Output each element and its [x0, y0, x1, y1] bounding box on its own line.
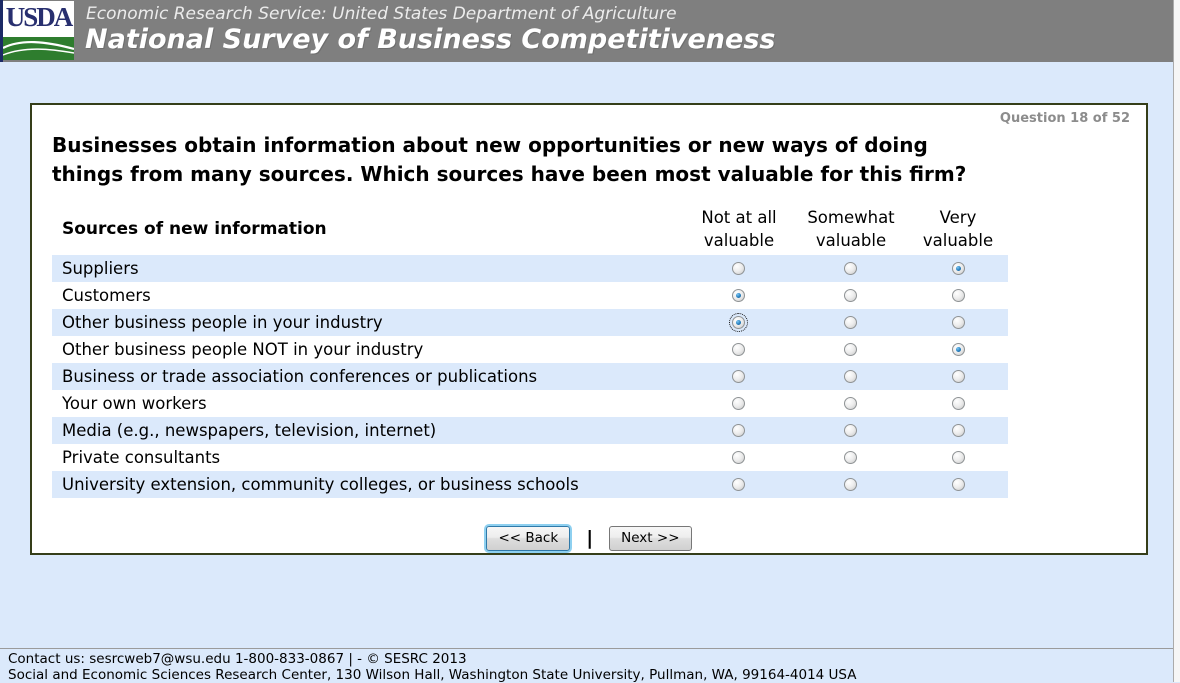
footer: Contact us: sesrcweb7@wsu.edu 1-800-833-…	[0, 648, 1180, 683]
footer-address-line: Social and Economic Sciences Research Ce…	[8, 667, 857, 683]
row-label: Other business people NOT in your indust…	[62, 340, 424, 359]
radio-row2-very[interactable]	[952, 289, 965, 302]
radio-row4-not[interactable]	[732, 343, 745, 356]
table-row: University extension, community colleges…	[52, 471, 1008, 498]
row-label: Your own workers	[62, 394, 207, 413]
usda-field-icon	[3, 37, 74, 60]
radio-row8-very[interactable]	[952, 451, 965, 464]
table-row: Customers	[52, 282, 1008, 309]
window-right-edge	[1173, 0, 1180, 682]
row-label: University extension, community colleges…	[62, 475, 579, 494]
back-button[interactable]: << Back	[486, 526, 571, 551]
radio-row1-very[interactable]	[952, 262, 965, 275]
radio-row8-not[interactable]	[732, 451, 745, 464]
footer-contact-line: Contact us: sesrcweb7@wsu.edu 1-800-833-…	[8, 651, 467, 667]
question-counter: Question 18 of 52	[999, 111, 1130, 126]
table-row: Private consultants	[52, 444, 1008, 471]
table-row: Business or trade association conference…	[52, 363, 1008, 390]
radio-row4-somewhat[interactable]	[844, 343, 857, 356]
usda-logo-text: USDA	[5, 2, 74, 32]
row-label: Customers	[62, 286, 151, 305]
radio-row6-somewhat[interactable]	[844, 397, 857, 410]
button-separator: |	[586, 527, 594, 549]
column-header-very: Very valuable	[922, 208, 994, 250]
next-button[interactable]: Next >>	[609, 526, 692, 551]
sources-table: Suppliers Customers Other business people …	[52, 255, 1008, 498]
radio-row5-not[interactable]	[732, 370, 745, 383]
column-header-not: Not at all valuable	[701, 208, 777, 250]
table-row-header: Sources of new information	[62, 219, 327, 239]
radio-row9-very[interactable]	[952, 478, 965, 491]
radio-row6-very[interactable]	[952, 397, 965, 410]
radio-row9-somewhat[interactable]	[844, 478, 857, 491]
row-label: Suppliers	[62, 259, 139, 278]
table-row: Other business people NOT in your indust…	[52, 336, 1008, 363]
question-text: Businesses obtain information about new …	[52, 131, 966, 188]
question-panel: Question 18 of 52 Businesses obtain info…	[30, 103, 1148, 555]
radio-row9-not[interactable]	[732, 478, 745, 491]
survey-title: National Survey of Business Competitiven…	[85, 24, 776, 55]
row-label: Other business people in your industry	[62, 313, 383, 332]
radio-row2-not[interactable]	[732, 289, 745, 302]
radio-row5-somewhat[interactable]	[844, 370, 857, 383]
column-header-somewhat: Somewhat valuable	[807, 208, 895, 250]
row-label: Business or trade association conference…	[62, 367, 538, 386]
radio-row7-somewhat[interactable]	[844, 424, 857, 437]
table-row: Other business people in your industry	[52, 309, 1008, 336]
table-row: Your own workers	[52, 390, 1008, 417]
nav-buttons: << Back | Next >>	[32, 525, 1146, 551]
radio-row8-somewhat[interactable]	[844, 451, 857, 464]
radio-row6-not[interactable]	[732, 397, 745, 410]
radio-row5-very[interactable]	[952, 370, 965, 383]
radio-row3-somewhat[interactable]	[844, 316, 857, 329]
radio-row7-not[interactable]	[732, 424, 745, 437]
radio-row4-very[interactable]	[952, 343, 965, 356]
radio-row3-not[interactable]	[729, 313, 748, 332]
table-row: Media (e.g., newspapers, television, int…	[52, 417, 1008, 444]
radio-row3-very[interactable]	[952, 316, 965, 329]
radio-row7-very[interactable]	[952, 424, 965, 437]
row-label: Private consultants	[62, 448, 221, 467]
radio-row2-somewhat[interactable]	[844, 289, 857, 302]
header: USDA Economic Research Service: United S…	[0, 0, 1180, 62]
radio-row1-not[interactable]	[732, 262, 745, 275]
table-row: Suppliers	[52, 255, 1008, 282]
radio-row1-somewhat[interactable]	[844, 262, 857, 275]
usda-logo: USDA	[3, 1, 74, 60]
row-label: Media (e.g., newspapers, television, int…	[62, 421, 437, 440]
question-text-line1: Businesses obtain information about new …	[52, 133, 928, 157]
header-left-edge	[0, 0, 3, 62]
question-text-line2: things from many sources. Which sources …	[52, 161, 967, 186]
agency-line: Economic Research Service: United States…	[86, 4, 677, 24]
